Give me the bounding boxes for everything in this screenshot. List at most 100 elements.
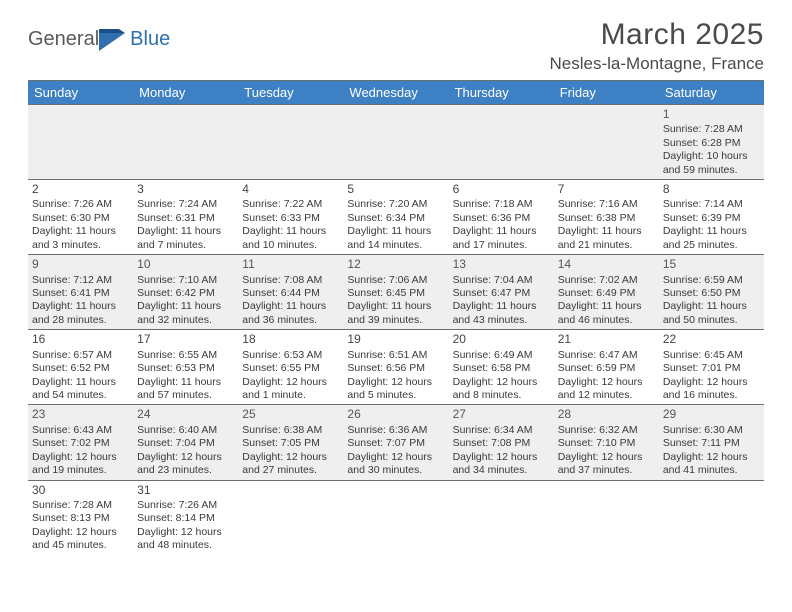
day-number: 14	[558, 257, 655, 272]
sunset-text: Sunset: 7:05 PM	[242, 437, 339, 450]
calendar-cell: 23 Sunrise: 6:43 AMSunset: 7:02 PMDayligh…	[28, 404, 133, 479]
sunrise-text: Sunrise: 6:43 AM	[32, 424, 129, 437]
weekday-header: Tuesday	[238, 81, 343, 104]
sunset-text: Sunset: 6:30 PM	[32, 212, 129, 225]
day-number: 10	[137, 257, 234, 272]
day-number: 17	[137, 332, 234, 347]
daylight-text: and 27 minutes.	[242, 464, 339, 477]
sunset-text: Sunset: 6:55 PM	[242, 362, 339, 375]
calendar-cell: 27Sunrise: 6:34 AMSunset: 7:08 PMDayligh…	[449, 404, 554, 479]
daylight-text: Daylight: 11 hours	[242, 300, 339, 313]
sunrise-text: Sunrise: 6:51 AM	[347, 349, 444, 362]
sunset-text: Sunset: 7:10 PM	[558, 437, 655, 450]
daylight-text: Daylight: 12 hours	[347, 451, 444, 464]
calendar-cell: 26Sunrise: 6:36 AMSunset: 7:07 PMDayligh…	[343, 404, 448, 479]
sunrise-text: Sunrise: 6:55 AM	[137, 349, 234, 362]
calendar-cell: 14Sunrise: 7:02 AMSunset: 6:49 PMDayligh…	[554, 254, 659, 329]
logo: General Blue	[28, 18, 170, 51]
sunset-text: Sunset: 6:38 PM	[558, 212, 655, 225]
sunrise-text: Sunrise: 6:36 AM	[347, 424, 444, 437]
sunrise-text: Sunrise: 7:24 AM	[137, 198, 234, 211]
daylight-text: and 37 minutes.	[558, 464, 655, 477]
day-number: 21	[558, 332, 655, 347]
day-number: 25	[242, 407, 339, 422]
calendar-cell-empty	[238, 104, 343, 179]
daylight-text: Daylight: 10 hours	[663, 150, 760, 163]
sunset-text: Sunset: 6:42 PM	[137, 287, 234, 300]
sunrise-text: Sunrise: 6:32 AM	[558, 424, 655, 437]
daylight-text: and 28 minutes.	[32, 314, 129, 327]
daylight-text: and 59 minutes.	[663, 164, 760, 177]
sunset-text: Sunset: 6:39 PM	[663, 212, 760, 225]
sunset-text: Sunset: 6:52 PM	[32, 362, 129, 375]
daylight-text: Daylight: 12 hours	[137, 526, 234, 539]
sunrise-text: Sunrise: 7:14 AM	[663, 198, 760, 211]
daylight-text: Daylight: 11 hours	[453, 225, 550, 238]
daylight-text: and 34 minutes.	[453, 464, 550, 477]
weekday-header: Sunday	[28, 81, 133, 104]
calendar-cell-empty	[449, 104, 554, 179]
logo-text-blue: Blue	[130, 28, 170, 51]
sunset-text: Sunset: 7:04 PM	[137, 437, 234, 450]
sunrise-text: Sunrise: 6:34 AM	[453, 424, 550, 437]
day-number: 31	[137, 483, 234, 498]
calendar-cell: 9Sunrise: 7:12 AMSunset: 6:41 PMDaylight…	[28, 254, 133, 329]
calendar-cell: 28Sunrise: 6:32 AMSunset: 7:10 PMDayligh…	[554, 404, 659, 479]
calendar-cell-empty	[133, 104, 238, 179]
sunset-text: Sunset: 6:56 PM	[347, 362, 444, 375]
page-title-location: Nesles-la-Montagne, France	[550, 54, 764, 74]
sunset-text: Sunset: 6:33 PM	[242, 212, 339, 225]
calendar-cell: 22Sunrise: 6:45 AMSunset: 7:01 PMDayligh…	[659, 329, 764, 404]
day-number: 4	[242, 182, 339, 197]
daylight-text: and 48 minutes.	[137, 539, 234, 552]
title-block: March 2025 Nesles-la-Montagne, France	[550, 18, 764, 74]
daylight-text: and 43 minutes.	[453, 314, 550, 327]
weekday-header: Thursday	[449, 81, 554, 104]
daylight-text: Daylight: 11 hours	[347, 300, 444, 313]
sunset-text: Sunset: 7:02 PM	[32, 437, 129, 450]
sunrise-text: Sunrise: 7:16 AM	[558, 198, 655, 211]
calendar-cell: 18Sunrise: 6:53 AMSunset: 6:55 PMDayligh…	[238, 329, 343, 404]
sunrise-text: Sunrise: 7:10 AM	[137, 274, 234, 287]
day-number: 13	[453, 257, 550, 272]
calendar-cell: 12Sunrise: 7:06 AMSunset: 6:45 PMDayligh…	[343, 254, 448, 329]
day-number: 28	[558, 407, 655, 422]
sunset-text: Sunset: 6:45 PM	[347, 287, 444, 300]
calendar-cell-empty	[449, 480, 554, 555]
daylight-text: and 36 minutes.	[242, 314, 339, 327]
sunrise-text: Sunrise: 7:12 AM	[32, 274, 129, 287]
calendar-cell: 1Sunrise: 7:28 AMSunset: 6:28 PMDaylight…	[659, 104, 764, 179]
sunrise-text: Sunrise: 7:18 AM	[453, 198, 550, 211]
sunset-text: Sunset: 6:28 PM	[663, 137, 760, 150]
day-number: 29	[663, 407, 760, 422]
day-number: 26	[347, 407, 444, 422]
daylight-text: Daylight: 12 hours	[242, 451, 339, 464]
day-number: 3	[137, 182, 234, 197]
daylight-text: and 3 minutes.	[32, 239, 129, 252]
calendar-cell-empty	[28, 104, 133, 179]
daylight-text: and 46 minutes.	[558, 314, 655, 327]
sunset-text: Sunset: 7:01 PM	[663, 362, 760, 375]
day-number: 16	[32, 332, 129, 347]
daylight-text: and 39 minutes.	[347, 314, 444, 327]
calendar-cell: 5Sunrise: 7:20 AMSunset: 6:34 PMDaylight…	[343, 179, 448, 254]
day-number: 15	[663, 257, 760, 272]
calendar-grid: 1Sunrise: 7:28 AMSunset: 6:28 PMDaylight…	[28, 104, 764, 555]
calendar-cell-empty	[343, 480, 448, 555]
day-number: 23	[32, 407, 129, 422]
calendar-cell: 30Sunrise: 7:28 AMSunset: 8:13 PMDayligh…	[28, 480, 133, 555]
daylight-text: Daylight: 12 hours	[32, 451, 129, 464]
sunrise-text: Sunrise: 6:57 AM	[32, 349, 129, 362]
calendar-cell: 24Sunrise: 6:40 AMSunset: 7:04 PMDayligh…	[133, 404, 238, 479]
weekday-header-row: Sunday Monday Tuesday Wednesday Thursday…	[28, 81, 764, 104]
daylight-text: and 10 minutes.	[242, 239, 339, 252]
daylight-text: and 1 minute.	[242, 389, 339, 402]
calendar-cell: 4Sunrise: 7:22 AMSunset: 6:33 PMDaylight…	[238, 179, 343, 254]
calendar-cell: 11Sunrise: 7:08 AMSunset: 6:44 PMDayligh…	[238, 254, 343, 329]
daylight-text: and 16 minutes.	[663, 389, 760, 402]
daylight-text: Daylight: 11 hours	[137, 376, 234, 389]
sunset-text: Sunset: 6:47 PM	[453, 287, 550, 300]
daylight-text: and 8 minutes.	[453, 389, 550, 402]
calendar-cell: 29Sunrise: 6:30 AMSunset: 7:11 PMDayligh…	[659, 404, 764, 479]
daylight-text: Daylight: 12 hours	[453, 451, 550, 464]
